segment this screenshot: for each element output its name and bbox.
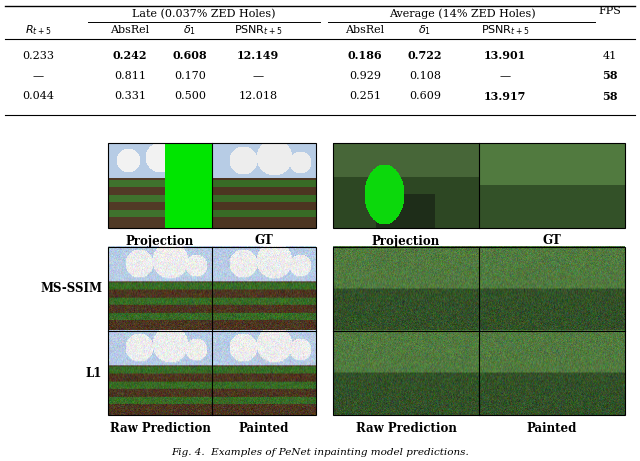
Text: $\delta_1$: $\delta_1$ <box>419 23 431 37</box>
Text: Painted: Painted <box>239 421 289 435</box>
Text: 0.929: 0.929 <box>349 71 381 81</box>
Bar <box>333 143 625 228</box>
Text: FPS: FPS <box>598 6 621 16</box>
Text: 0.233: 0.233 <box>22 51 54 61</box>
Text: 0.811: 0.811 <box>114 71 146 81</box>
Text: GT: GT <box>543 235 561 248</box>
Text: L1: L1 <box>86 366 102 379</box>
Text: Raw Prediction: Raw Prediction <box>356 421 456 435</box>
Text: 0.251: 0.251 <box>349 91 381 101</box>
Bar <box>108 247 316 415</box>
Text: 0.242: 0.242 <box>113 51 147 61</box>
Text: GT: GT <box>255 235 273 248</box>
Text: 58: 58 <box>602 90 618 101</box>
Text: 0.044: 0.044 <box>22 91 54 101</box>
Text: AbsRel: AbsRel <box>111 25 150 35</box>
Text: $R_{t+5}$: $R_{t+5}$ <box>25 23 51 37</box>
Text: $\mathrm{PSNR}_{t+5}$: $\mathrm{PSNR}_{t+5}$ <box>234 23 282 37</box>
Text: 13.901: 13.901 <box>484 51 526 61</box>
Text: —: — <box>33 71 44 81</box>
Text: 0.608: 0.608 <box>173 51 207 61</box>
Text: 0.722: 0.722 <box>408 51 442 61</box>
Text: 0.609: 0.609 <box>409 91 441 101</box>
Text: 0.186: 0.186 <box>348 51 382 61</box>
Bar <box>333 247 625 415</box>
Text: 0.170: 0.170 <box>174 71 206 81</box>
Text: 41: 41 <box>603 51 617 61</box>
Text: —: — <box>499 71 511 81</box>
Text: 13.917: 13.917 <box>484 90 526 101</box>
Text: Raw Prediction: Raw Prediction <box>109 421 211 435</box>
Text: Painted: Painted <box>527 421 577 435</box>
Text: Projection: Projection <box>126 235 194 248</box>
Text: MS-SSIM: MS-SSIM <box>40 283 102 296</box>
Text: 58: 58 <box>602 71 618 82</box>
Text: Projection: Projection <box>372 235 440 248</box>
Text: $\delta_1$: $\delta_1$ <box>184 23 196 37</box>
Text: Fig. 4.  Examples of PeNet inpainting model predictions.: Fig. 4. Examples of PeNet inpainting mod… <box>171 448 469 456</box>
Text: 0.500: 0.500 <box>174 91 206 101</box>
Text: 12.018: 12.018 <box>239 91 278 101</box>
Text: 0.108: 0.108 <box>409 71 441 81</box>
Bar <box>108 143 316 228</box>
Text: 0.331: 0.331 <box>114 91 146 101</box>
Text: 12.149: 12.149 <box>237 51 279 61</box>
Text: Average (14% ZED Holes): Average (14% ZED Holes) <box>388 9 535 19</box>
Text: —: — <box>252 71 264 81</box>
Text: $\mathrm{PSNR}_{t+5}$: $\mathrm{PSNR}_{t+5}$ <box>481 23 529 37</box>
Text: AbsRel: AbsRel <box>346 25 385 35</box>
Text: Late (0.037% ZED Holes): Late (0.037% ZED Holes) <box>132 9 276 19</box>
